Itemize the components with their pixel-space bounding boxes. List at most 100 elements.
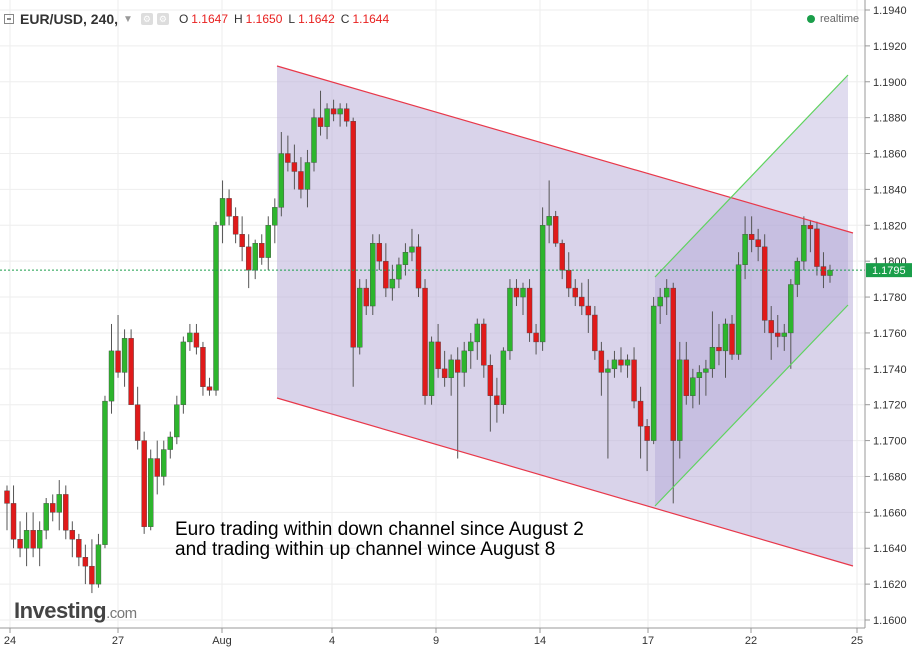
candle[interactable] [650,297,657,445]
candle[interactable] [748,216,755,253]
candle[interactable] [579,282,585,315]
candle[interactable] [592,306,598,360]
candle[interactable] [428,336,435,405]
candle[interactable] [415,234,422,298]
candle[interactable] [735,252,742,360]
candle[interactable] [690,368,696,409]
candle[interactable] [324,103,330,140]
candle[interactable] [761,234,768,333]
candle[interactable] [474,318,480,360]
candle[interactable] [291,144,298,190]
candle[interactable] [703,359,709,396]
candle[interactable] [265,216,271,271]
candle[interactable] [468,332,474,369]
candle[interactable] [683,341,690,405]
candle[interactable] [677,341,683,459]
candle[interactable] [193,323,200,355]
candle[interactable] [50,494,56,522]
candle[interactable] [709,311,716,378]
candle[interactable] [43,498,49,540]
candle[interactable] [742,216,748,280]
candle[interactable] [304,149,311,208]
candle[interactable] [363,279,369,315]
candle[interactable] [788,279,794,369]
candle[interactable] [637,386,644,459]
candle[interactable] [370,234,376,315]
candle[interactable] [232,207,239,244]
candle[interactable] [461,341,467,387]
candle[interactable] [4,485,10,531]
candle[interactable] [664,279,670,315]
candle[interactable] [357,279,363,355]
candle[interactable] [213,221,219,396]
gear-icon[interactable]: ⚙ [156,13,169,25]
candle[interactable] [807,219,814,253]
candle[interactable] [768,306,774,360]
candle[interactable] [134,386,141,450]
candle[interactable] [546,180,552,244]
candle[interactable] [298,157,304,199]
candle[interactable] [618,347,624,373]
candle[interactable] [526,279,533,342]
candle[interactable] [775,315,781,348]
candle[interactable] [494,377,500,423]
candle[interactable] [814,221,820,276]
candle[interactable] [755,228,761,262]
candle[interactable] [572,279,578,307]
candle[interactable] [585,279,592,333]
candle[interactable] [343,103,350,127]
candle[interactable] [200,341,206,396]
candle[interactable] [259,234,265,265]
candle[interactable] [174,395,180,445]
candle[interactable] [670,282,676,504]
symbol-label[interactable]: EUR/USD, 240, [20,11,119,27]
candle[interactable] [272,198,278,244]
candle[interactable] [56,480,62,531]
candle[interactable] [337,103,343,127]
candle[interactable] [180,336,187,414]
candle[interactable] [69,521,76,558]
candle[interactable] [245,234,252,289]
candle[interactable] [350,117,356,387]
candle[interactable] [102,395,108,549]
candle[interactable] [441,350,448,387]
candle[interactable] [219,180,226,244]
candle[interactable] [278,132,285,217]
candle[interactable] [115,315,121,378]
candle[interactable] [781,323,787,351]
candle[interactable] [17,521,23,558]
candle[interactable] [128,329,134,405]
candle[interactable] [422,279,428,405]
candle[interactable] [507,279,513,360]
candle[interactable] [605,359,611,459]
chevron-down-icon[interactable]: ▼ [123,13,133,25]
candle[interactable] [631,347,637,409]
candle[interactable] [141,431,147,534]
candle[interactable] [722,318,729,378]
candle[interactable] [389,264,396,301]
candle[interactable] [330,99,337,122]
candle[interactable] [657,288,663,324]
candle[interactable] [716,323,722,366]
candle[interactable] [10,485,17,549]
candle[interactable] [147,449,154,531]
candle[interactable] [161,440,167,486]
candle[interactable] [598,341,605,396]
candle[interactable] [108,323,115,414]
candle[interactable] [63,485,69,540]
candle[interactable] [559,239,565,280]
candle[interactable] [409,228,415,262]
candle[interactable] [539,207,546,351]
candle[interactable] [76,533,82,567]
candle[interactable] [252,239,258,280]
candle[interactable] [644,419,650,472]
candle[interactable] [285,135,291,172]
candle[interactable] [187,323,193,351]
candle[interactable] [520,282,526,315]
candle[interactable] [624,354,631,378]
candle[interactable] [820,252,827,289]
candle[interactable] [30,512,36,558]
candle[interactable] [500,347,507,414]
candle[interactable] [154,440,160,495]
